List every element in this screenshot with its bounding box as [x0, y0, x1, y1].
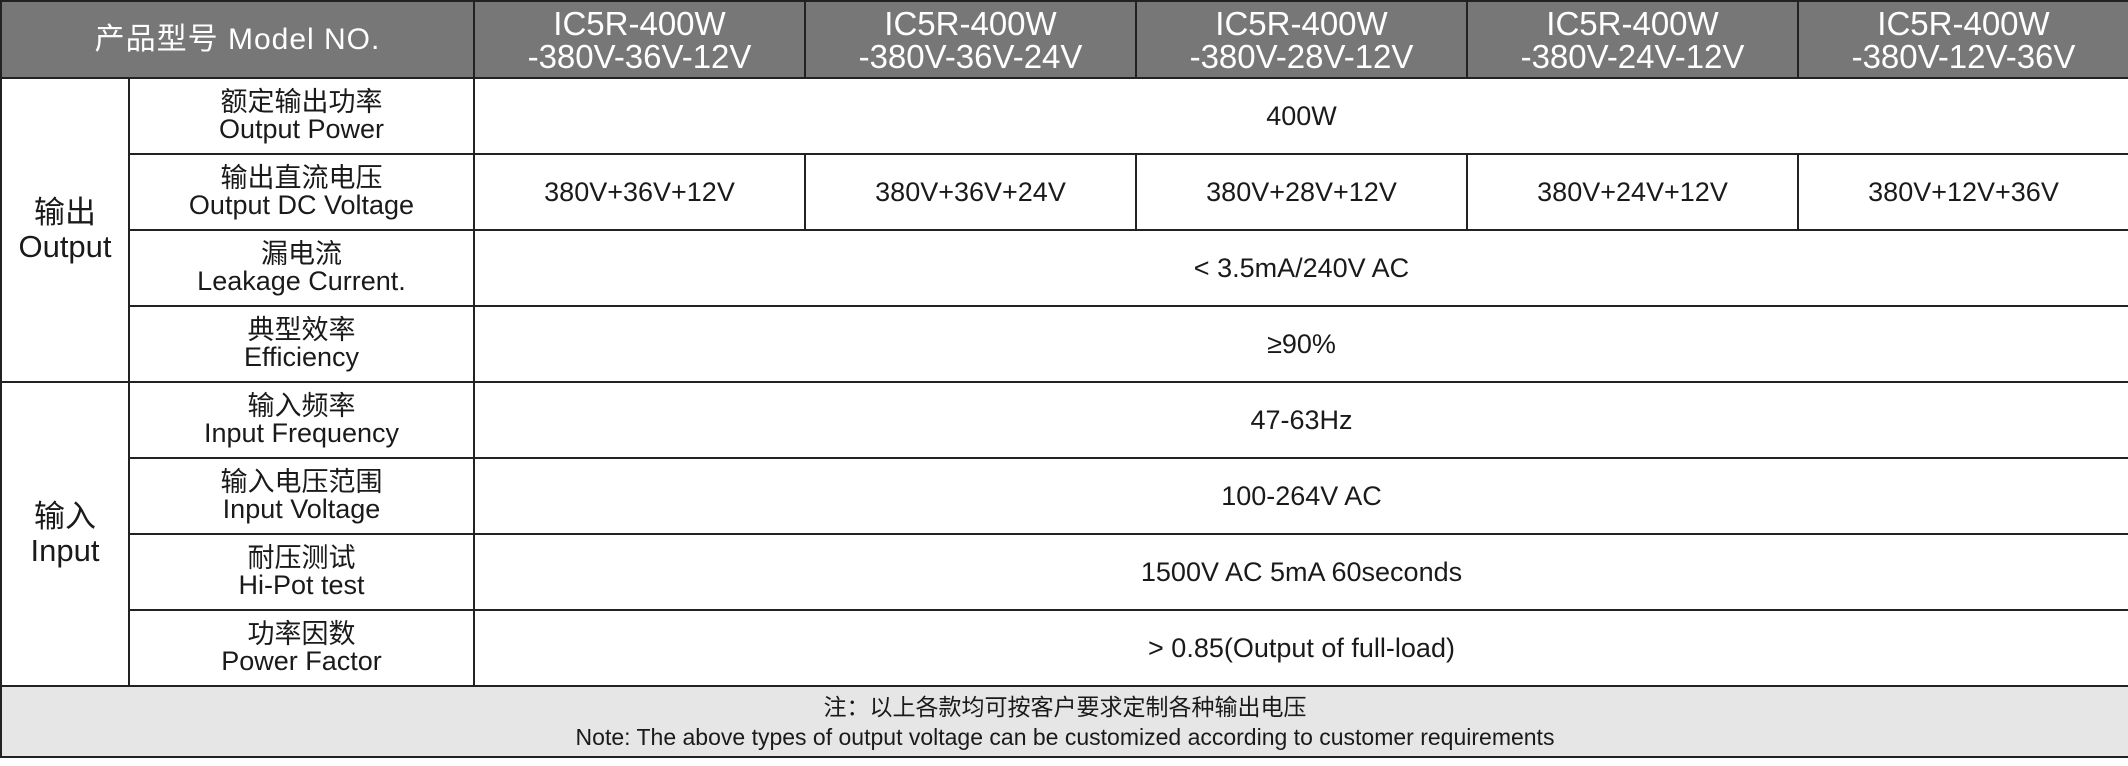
- group-en: Output: [18, 229, 112, 264]
- efficiency-label: 典型效率 Efficiency: [128, 305, 475, 383]
- output-dc-voltage-label: 输出直流电压 Output DC Voltage: [128, 153, 475, 231]
- model-name: IC5R-400W: [553, 4, 726, 42]
- output-dc-voltage-value-2: 380V+36V+24V: [804, 153, 1137, 231]
- input-voltage-value: 100-264V AC: [473, 457, 2128, 535]
- leakage-current-label: 漏电流 Leakage Current.: [128, 229, 475, 307]
- header-row: 产品型号 Model NO. IC5R-400W -380V-36V-12V IC…: [0, 0, 2128, 79]
- note-row: 注：以上各款均可按客户要求定制各种输出电压 Note: The above typ…: [0, 685, 2128, 758]
- param-en: Input Voltage: [222, 494, 381, 524]
- param-en: Output DC Voltage: [188, 190, 415, 220]
- model-header-1: IC5R-400W -380V-36V-12V: [473, 0, 806, 79]
- output-power-value: 400W: [473, 77, 2128, 155]
- group-zh: 输出: [34, 195, 96, 230]
- table-row: 输出直流电压 Output DC Voltage 380V+36V+12V 380…: [1, 153, 2128, 231]
- output-group-label: 输出 Output: [0, 77, 130, 383]
- param-zh: 典型效率: [247, 315, 356, 345]
- table-row: 典型效率 Efficiency ≥90%: [1, 305, 2128, 383]
- param-zh: 功率因数: [247, 619, 356, 649]
- footnote-zh: 注：以上各款均可按客户要求定制各种输出电压: [823, 693, 1307, 720]
- footnote-en: Note: The above types of output voltage …: [575, 723, 1555, 750]
- output-dc-voltage-value-5: 380V+12V+36V: [1797, 153, 2128, 231]
- leakage-current-value: < 3.5mA/240V AC: [473, 229, 2128, 307]
- model-suffix: -380V-12V-36V: [1851, 37, 2076, 75]
- model-suffix: -380V-36V-12V: [527, 37, 752, 75]
- param-zh: 输入频率: [247, 391, 356, 421]
- output-dc-voltage-value-3: 380V+28V+12V: [1135, 153, 1468, 231]
- param-en: Leakage Current.: [197, 266, 406, 296]
- input-group-label: 输入 Input: [0, 381, 130, 687]
- model-suffix: -380V-36V-24V: [858, 37, 1083, 75]
- param-en: Output Power: [218, 114, 385, 144]
- model-header-4: IC5R-400W -380V-24V-12V: [1466, 0, 1799, 79]
- footnote: 注：以上各款均可按客户要求定制各种输出电压 Note: The above typ…: [0, 685, 2128, 758]
- group-en: Input: [30, 533, 100, 568]
- model-no-header: 产品型号 Model NO.: [0, 0, 475, 79]
- param-zh: 输出直流电压: [220, 163, 383, 193]
- model-suffix: -380V-28V-12V: [1189, 37, 1414, 75]
- input-voltage-label: 输入电压范围 Input Voltage: [128, 457, 475, 535]
- output-dc-voltage-value-4: 380V+24V+12V: [1466, 153, 1799, 231]
- efficiency-value: ≥90%: [473, 305, 2128, 383]
- power-factor-value: > 0.85(Output of full-load): [473, 609, 2128, 687]
- model-name: IC5R-400W: [884, 4, 1057, 42]
- param-en: Power Factor: [221, 646, 382, 676]
- model-name: IC5R-400W: [1877, 4, 2050, 42]
- table-row: 输出 Output 额定输出功率 Output Power 400W: [0, 77, 2128, 383]
- table-row: 输入 Input 输入频率 Input Frequency 47-63Hz: [0, 381, 2128, 687]
- power-factor-label: 功率因数 Power Factor: [128, 609, 475, 687]
- input-frequency-value: 47-63Hz: [473, 381, 2128, 459]
- model-suffix: -380V-24V-12V: [1520, 37, 1745, 75]
- param-en: Input Frequency: [203, 418, 400, 448]
- group-zh: 输入: [34, 499, 96, 534]
- input-frequency-label: 输入频率 Input Frequency: [128, 381, 475, 459]
- param-en: Efficiency: [243, 342, 360, 372]
- table-row: 漏电流 Leakage Current. < 3.5mA/240V AC: [1, 229, 2128, 307]
- model-name: IC5R-400W: [1215, 4, 1388, 42]
- model-header-5: IC5R-400W -380V-12V-36V: [1797, 0, 2128, 79]
- table-row: 耐压测试 Hi-Pot test 1500V AC 5mA 60seconds: [1, 533, 2128, 611]
- table-row: 输入电压范围 Input Voltage 100-264V AC: [1, 457, 2128, 535]
- output-dc-voltage-value-1: 380V+36V+12V: [473, 153, 806, 231]
- param-zh: 耐压测试: [247, 543, 356, 573]
- model-name: IC5R-400W: [1546, 4, 1719, 42]
- param-zh: 输入电压范围: [220, 467, 383, 497]
- param-zh: 额定输出功率: [220, 87, 383, 117]
- output-power-label: 额定输出功率 Output Power: [128, 77, 475, 155]
- hipot-test-label: 耐压测试 Hi-Pot test: [128, 533, 475, 611]
- param-zh: 漏电流: [261, 239, 342, 269]
- param-en: Hi-Pot test: [238, 570, 365, 600]
- model-header-3: IC5R-400W -380V-28V-12V: [1135, 0, 1468, 79]
- hipot-test-value: 1500V AC 5mA 60seconds: [473, 533, 2128, 611]
- table-row: 功率因数 Power Factor > 0.85(Output of full-l…: [1, 609, 2128, 687]
- model-header-2: IC5R-400W -380V-36V-24V: [804, 0, 1137, 79]
